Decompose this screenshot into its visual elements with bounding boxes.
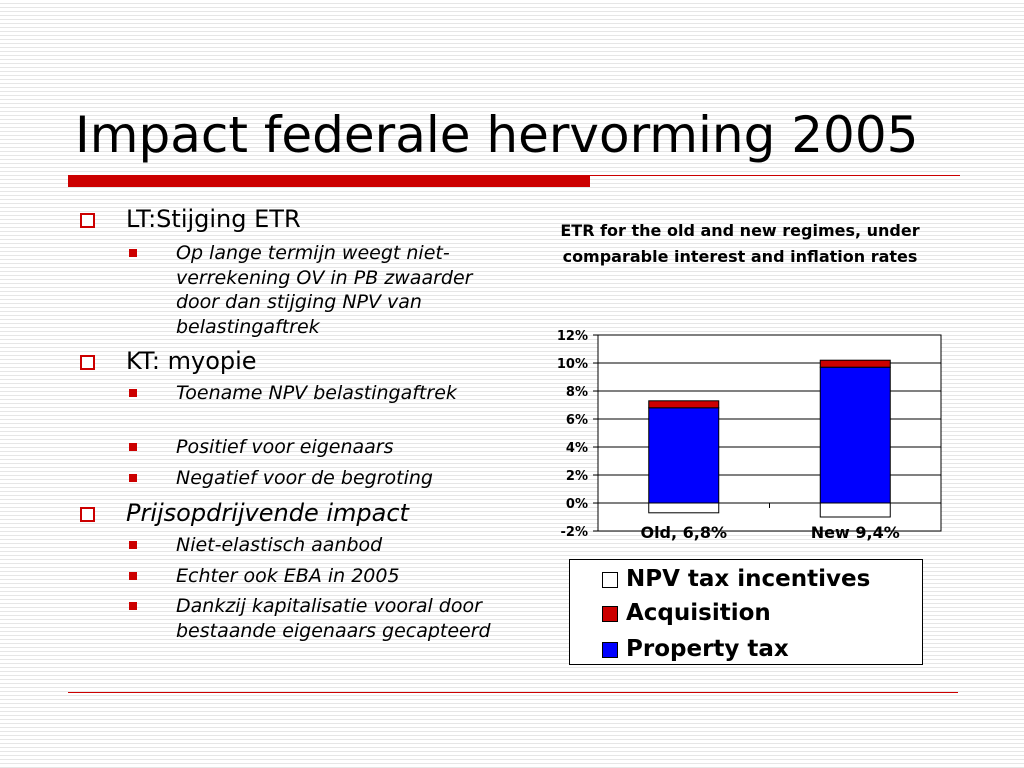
sub-bullet-text: Negatief voor de begroting — [176, 467, 433, 489]
bar-segment-property-tax — [648, 407, 720, 504]
y-tick-label: 4% — [566, 441, 588, 456]
y-tick-label: 12% — [557, 329, 588, 344]
slide-title: Impact federale hervorming 2005 — [75, 106, 919, 164]
sub-bullet-text: Toename NPV belastingaftrek — [176, 382, 457, 404]
filled-square-bullet-icon — [129, 249, 137, 257]
x-category-label: Old, 6,8% — [640, 523, 727, 542]
y-tick-label: 8% — [566, 385, 588, 400]
hollow-square-bullet-icon — [80, 507, 95, 522]
footer-line — [68, 692, 958, 693]
y-tick-label: -2% — [561, 525, 588, 540]
y-tick-label: 2% — [566, 469, 588, 484]
filled-square-bullet-icon — [129, 602, 137, 610]
bullet-list: LT:Stijging ETR Op lange termijn weegt ni… — [0, 0, 520, 700]
y-tick-label: 10% — [557, 357, 588, 372]
bar-segment-npv — [648, 502, 720, 514]
filled-square-bullet-icon — [129, 443, 137, 451]
title-underline-bar — [68, 175, 590, 187]
legend-label: NPV tax incentives — [626, 566, 871, 592]
bar-segment-acquisition — [819, 359, 891, 368]
bar-segment-property-tax — [819, 366, 891, 504]
legend-swatch — [602, 642, 618, 658]
sub-bullet-text: Echter ook EBA in 2005 — [176, 565, 400, 587]
title-underline-line — [590, 175, 960, 176]
sub-bullet-text: Op lange termijn weegt niet-verrekening … — [176, 242, 473, 338]
hollow-square-bullet-icon — [80, 213, 95, 228]
legend-label: Property tax — [626, 636, 789, 662]
sub-bullet-text: Dankzij kapitalisatie vooral door bestaa… — [176, 595, 491, 642]
bullet-text: Prijsopdrijvende impact — [126, 499, 409, 527]
legend-swatch — [602, 606, 618, 622]
filled-square-bullet-icon — [129, 389, 137, 397]
y-tick-label: 0% — [566, 497, 588, 512]
x-category-label: New 9,4% — [811, 523, 900, 542]
filled-square-bullet-icon — [129, 474, 137, 482]
sub-bullet-text: Niet-elastisch aanbod — [176, 534, 383, 556]
legend-label: Acquisition — [626, 600, 771, 626]
filled-square-bullet-icon — [129, 572, 137, 580]
bar-segment-npv — [819, 502, 891, 518]
chart-legend: NPV tax incentives Acquisition Property ta… — [569, 559, 923, 665]
legend-swatch — [602, 572, 618, 588]
sub-bullet-text: Positief voor eigenaars — [176, 436, 394, 458]
bullet-text: LT:Stijging ETR — [126, 205, 301, 233]
filled-square-bullet-icon — [129, 541, 137, 549]
chart-title: ETR for the old and new regimes, under c… — [560, 221, 920, 266]
etr-bar-chart: -2% 0% 2% 4% 6% 8% 10% 12% Old, 6,8% New 9,4% — [557, 329, 942, 542]
y-tick-label: 6% — [566, 413, 588, 428]
bullet-text: KT: myopie — [126, 347, 257, 375]
hollow-square-bullet-icon — [80, 355, 95, 370]
bar-segment-acquisition — [648, 400, 720, 409]
